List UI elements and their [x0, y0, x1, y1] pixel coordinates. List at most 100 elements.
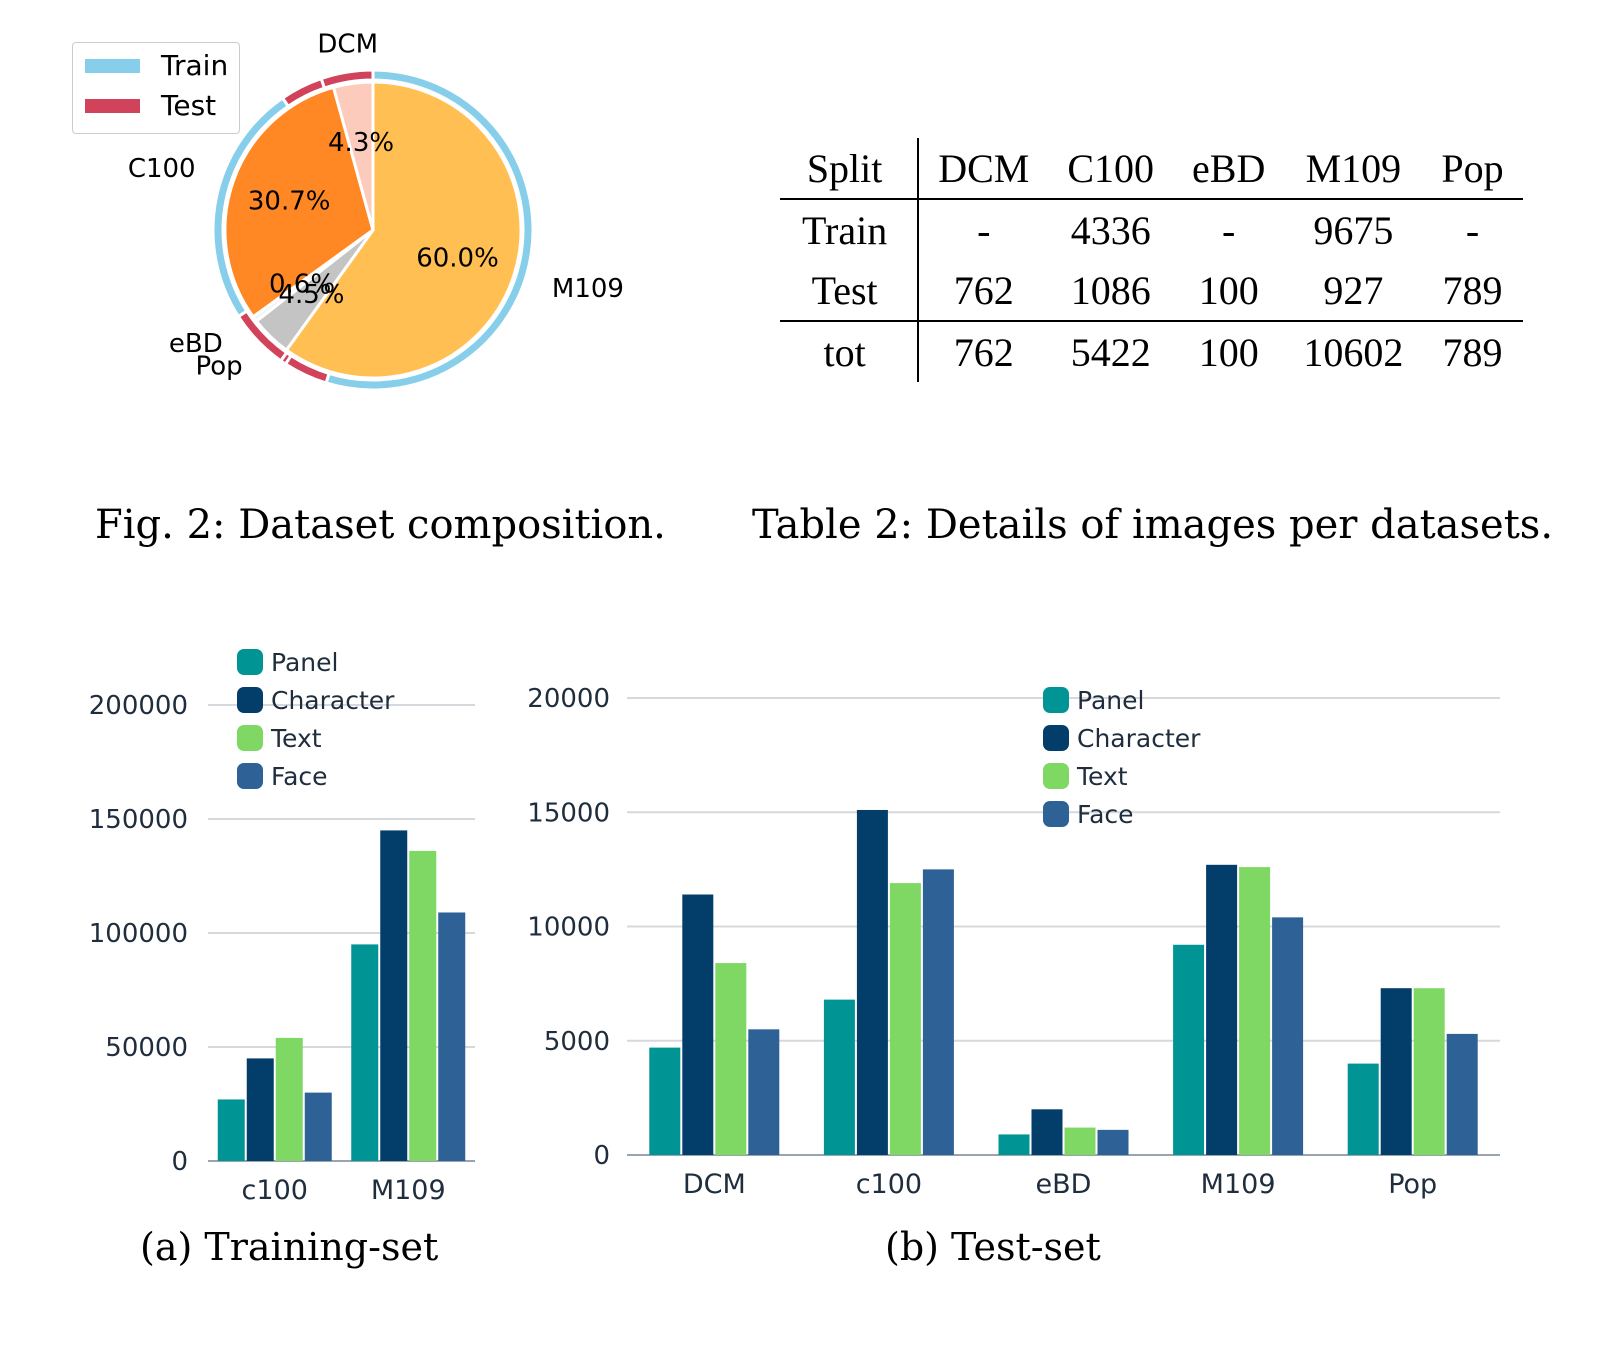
table-row: tot 762 5422 100 10602 789 [780, 321, 1523, 382]
table-header-cell: DCM [918, 138, 1049, 200]
subcaption-test: (b) Test-set [885, 1225, 1101, 1269]
pie-slice-label: M109 [552, 274, 624, 304]
legend-label-character: Character [271, 686, 395, 715]
table-header-row: Split DCM C100 eBD M109 Pop [780, 138, 1523, 200]
bar-face-pop [1446, 1033, 1478, 1155]
y-tick-label: 0 [171, 1147, 188, 1177]
legend-swatch-face [1043, 801, 1069, 827]
table-cell: 762 [953, 329, 1014, 375]
table-cell: - [1465, 207, 1480, 253]
table-cell: 9675 [1313, 207, 1394, 253]
table-cell: 10602 [1303, 329, 1404, 375]
y-tick-label: 10000 [527, 913, 610, 943]
table-header-cell: C100 [1048, 138, 1174, 200]
table-cell: Train [780, 199, 920, 260]
table-cell: - [977, 207, 991, 253]
table-row: Test 762 1086 100 927 789 [780, 260, 1523, 322]
bar-character-c100 [246, 1058, 274, 1161]
bar-character-ebd [1031, 1109, 1063, 1155]
figure-caption-pie: Fig. 2: Dataset composition. [95, 502, 666, 548]
legend-swatch-text [237, 725, 263, 751]
pie-pct-label: 0.6% [269, 269, 335, 299]
x-tick-label: DCM [683, 1169, 746, 1200]
bar-text-c100 [889, 883, 921, 1155]
dataset-table: Split DCM C100 eBD M109 Pop Train - 4336… [780, 138, 1523, 382]
pie-slice-m109 [284, 80, 523, 380]
pie-pct-label: 4.5% [278, 280, 344, 310]
x-tick-label: M109 [1201, 1169, 1276, 1200]
pie-legend: Train Test [72, 42, 240, 134]
table-cell: 1086 [1048, 260, 1174, 322]
x-tick-label: c100 [242, 1175, 308, 1206]
legend-swatch-panel [1043, 687, 1069, 713]
y-tick-label: 150000 [89, 805, 188, 835]
pie-slice-label: eBD [169, 329, 223, 359]
legend-swatch-character [237, 687, 263, 713]
legend-label-text: Text [270, 724, 322, 753]
bar-text-ebd [1064, 1127, 1096, 1155]
pie-pct-label: 30.7% [248, 187, 331, 217]
x-tick-label: Pop [1388, 1169, 1437, 1200]
table-cell: Test [780, 260, 920, 322]
table-header-cell: Pop [1422, 138, 1523, 200]
legend-label-face: Face [1077, 800, 1134, 829]
bar-character-c100 [856, 809, 888, 1155]
table-cell: 789 [1442, 329, 1503, 375]
pie-slice-label: Pop [196, 352, 243, 382]
legend-label-panel: Panel [271, 648, 338, 677]
bar-text-pop [1413, 988, 1445, 1155]
table-row: Train - 4336 - 9675 - [780, 199, 1523, 260]
table-header-cell: eBD [1173, 138, 1285, 200]
table-cell: - [1222, 207, 1236, 253]
legend-swatch-panel [237, 649, 263, 675]
y-tick-label: 50000 [105, 1033, 188, 1063]
bar-panel-m109 [351, 944, 379, 1161]
legend-swatch-face [237, 763, 263, 789]
legend-label-text: Text [1076, 762, 1128, 791]
bar-character-pop [1380, 988, 1412, 1155]
pie-chart: 60.0% M109 4.5% Pop 0.6% eBD 30.7% C100 4.3% DCM [128, 30, 624, 392]
legend-swatch-character [1043, 725, 1069, 751]
legend-label-test: Test [161, 89, 217, 122]
subcaption-training: (a) Training-set [140, 1225, 439, 1269]
bar-character-m109 [380, 830, 408, 1161]
bar-text-c100 [275, 1037, 303, 1161]
bar-text-m109 [409, 850, 437, 1161]
table-cell: tot [780, 321, 920, 382]
bar-panel-pop [1347, 1063, 1379, 1155]
bar-panel-m109 [1173, 944, 1205, 1155]
table-cell: 927 [1284, 260, 1423, 322]
table-cell: 789 [1422, 260, 1523, 322]
bar-face-ebd [1097, 1129, 1129, 1155]
bar-face-c100 [304, 1092, 332, 1161]
table-cell: 762 [918, 260, 1049, 322]
bar-face-m109 [438, 912, 466, 1161]
bar-panel-c100 [217, 1099, 245, 1161]
bar-character-m109 [1206, 864, 1238, 1155]
pie-slice-label: C100 [128, 154, 196, 184]
legend-label-character: Character [1077, 724, 1201, 753]
bar-text-dcm [715, 963, 747, 1155]
table-header-cell: Split [780, 138, 920, 200]
pie-pct-label: 4.3% [328, 128, 394, 158]
y-tick-label: 0 [593, 1141, 610, 1171]
table-cell: 100 [1198, 329, 1259, 375]
table-cell: 4336 [1070, 207, 1151, 253]
y-tick-label: 200000 [89, 691, 188, 721]
y-tick-label: 15000 [527, 798, 610, 828]
test-set-bar-chart: 0 5000 10000 15000 20000 DCM c100 eBD M109 Pop Pan… [527, 684, 1500, 1200]
bar-panel-c100 [823, 999, 855, 1155]
training-set-bar-chart: 0 50000 100000 150000 200000 c100 M109 Panel Cha… [89, 648, 475, 1206]
table-header-cell: M109 [1284, 138, 1423, 200]
legend-swatch-text [1043, 763, 1069, 789]
bar-face-dcm [748, 1029, 780, 1155]
legend-label-train: Train [161, 49, 229, 82]
bar-character-dcm [682, 894, 714, 1155]
x-tick-label: eBD [1036, 1169, 1092, 1200]
y-tick-label: 100000 [89, 919, 188, 949]
y-tick-label: 5000 [544, 1027, 610, 1057]
y-tick-label: 20000 [527, 684, 610, 714]
bar-panel-ebd [998, 1134, 1030, 1155]
pie-slice-c100 [223, 85, 375, 319]
table-caption: Table 2: Details of images per datasets. [752, 502, 1554, 548]
